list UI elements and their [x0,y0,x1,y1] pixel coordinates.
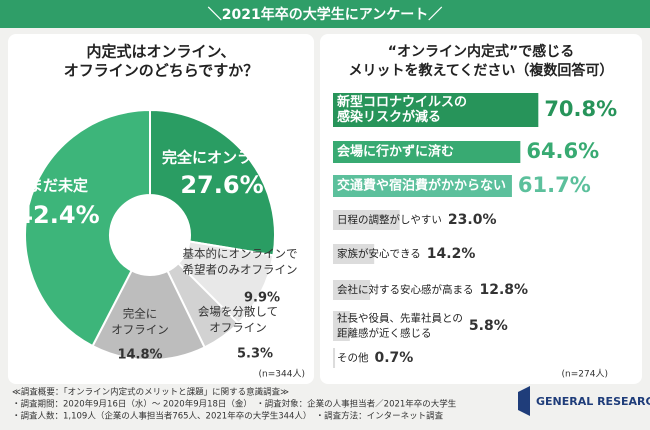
category-label: 会社に対する安心感が高まる [337,283,474,296]
sample-note: (n=274人) [562,369,608,380]
segment-label: 完全に [123,307,158,321]
category-label: 新型コロナウイルスの [337,94,467,110]
chart-title: 内定式はオンライン、 [86,43,235,61]
value-label: 42.4% [16,201,99,229]
category-label: 距離感が近く感じる [337,327,432,340]
chart-title: オフラインのどちらですか？ [64,62,259,80]
value-label: 0.7% [375,350,414,366]
category-label: その他 [337,351,369,364]
bar [333,175,512,197]
header-title: ＼2021年卒の大学生にアンケート／ [208,6,442,23]
footer-line: ・調査人数：1,109人（企業の人事担当者765人、2021年卒の大学生344人… [12,411,444,422]
bar [333,244,375,264]
sample-note: (n=344人) [259,369,305,380]
category-label: 感染リスクが減る [337,109,441,125]
category-label: 家族が安心できる [337,247,421,260]
segment-label: 希望者のみオフライン [183,263,298,277]
bar [333,280,371,300]
segment-label: 基本的にオンラインで [183,247,298,261]
value-label: 70.8% [544,97,617,121]
value-label: 23.0% [448,212,497,228]
value-label: 5.3% [237,347,273,362]
chart-title: “オンライン内定式”で感じる [388,43,574,60]
logo: GENERAL RESEARCH [536,395,650,408]
chart-title: メリットを教えてください（複数回答可） [349,62,614,79]
segment-label: オフライン [209,321,267,335]
category-label: 会場に行かずに済む [337,144,454,160]
category-label: 社長や役員、先輩社員との [337,312,463,325]
bar [333,141,521,163]
value-label: 64.6% [526,139,599,163]
value-label: 27.6% [180,171,263,199]
footer-line: ≪調査概要：「オンライン内定式のメリットと課題」に関する意識調査≫ [12,387,289,398]
bar [333,348,336,368]
logo-mark [518,386,530,416]
value-label: 12.8% [480,282,529,298]
segment-label: 完全にオンライン [162,149,282,167]
value-label: 14.2% [427,246,476,262]
value-label: 61.7% [518,173,591,197]
header-band [0,0,650,28]
bar [333,93,539,127]
donut-segment [149,108,276,257]
donut-segment [24,108,151,348]
value-label: 9.9% [244,291,280,306]
footer-line: ・調査期間：2020年9月16日（水）～ 2020年9月18日（金） ・調査対象… [12,399,457,410]
category-label: 日程の調整がしやすい [337,213,442,226]
value-label: 5.8% [469,318,508,334]
segment-label: まだ未定 [28,177,88,195]
segment-label: オフライン [111,323,169,337]
bar [333,210,400,230]
category-label: 交通費や宿泊費がかからない [337,178,506,194]
value-label: 14.8% [117,348,162,363]
bar [333,311,350,341]
segment-label: 会場を分散して [198,305,278,319]
